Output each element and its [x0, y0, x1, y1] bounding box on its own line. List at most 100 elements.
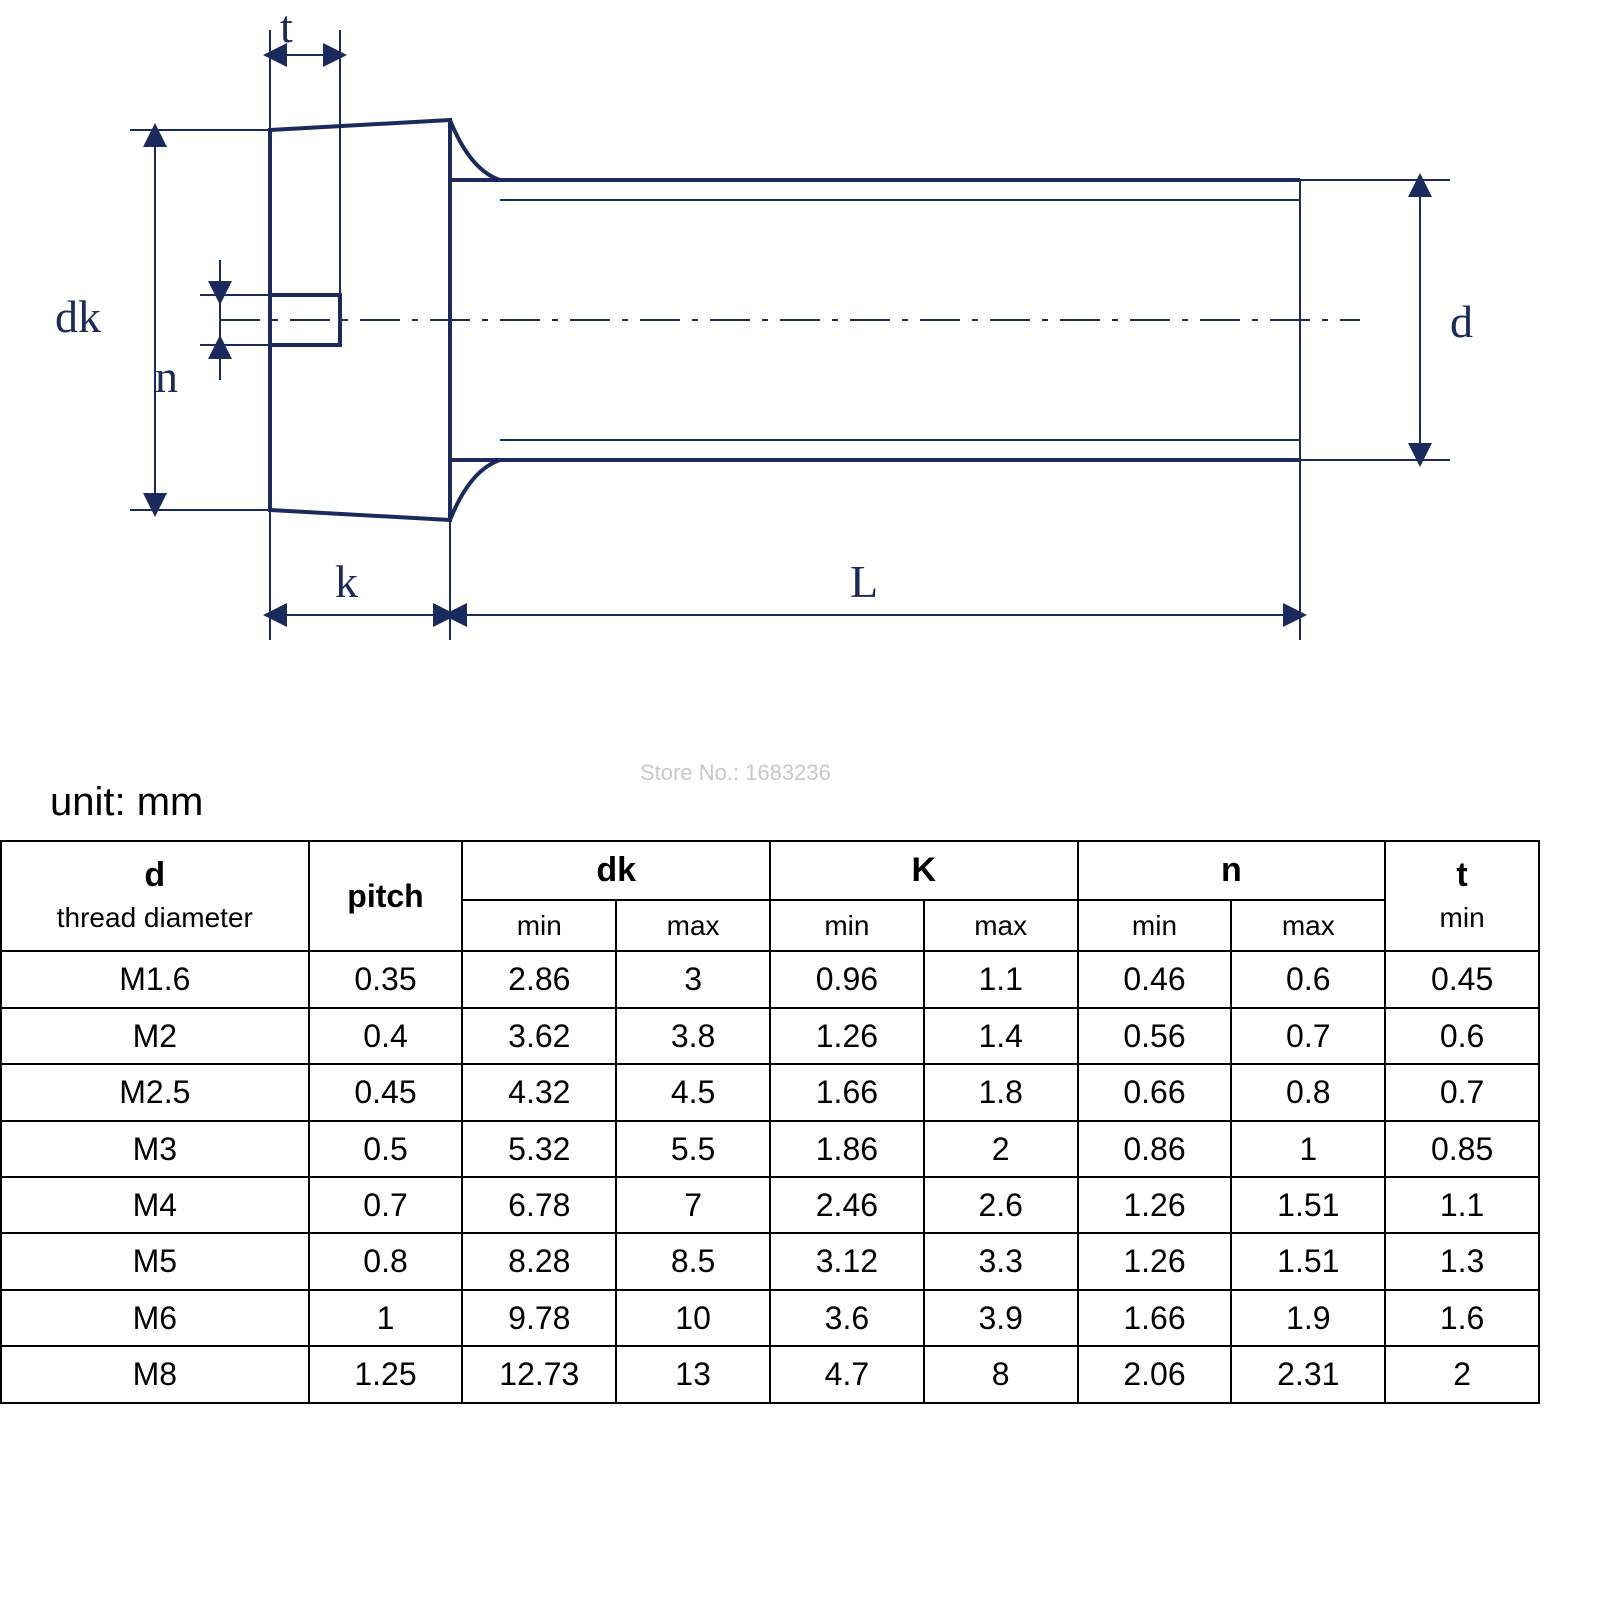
cell-pitch: 0.8 [309, 1233, 463, 1289]
cell-dk_min: 9.78 [462, 1290, 616, 1346]
cell-d: M2.5 [1, 1064, 309, 1120]
spec-table: d thread diameter pitch dk K n t min min… [0, 840, 1540, 1404]
n-min-h: min [1078, 900, 1232, 952]
cell-dk_max: 3.8 [616, 1008, 770, 1064]
dk-max-h: max [616, 900, 770, 952]
cell-K_max: 1.1 [924, 951, 1078, 1007]
n-max-h: max [1231, 900, 1385, 952]
cell-K_max: 2 [924, 1121, 1078, 1177]
cell-n_max: 2.31 [1231, 1346, 1385, 1402]
cell-dk_max: 3 [616, 951, 770, 1007]
table-row: M1.60.352.8630.961.10.460.60.45 [1, 951, 1539, 1007]
cell-n_min: 1.66 [1078, 1290, 1232, 1346]
cell-dk_min: 8.28 [462, 1233, 616, 1289]
cell-d: M3 [1, 1121, 309, 1177]
cell-pitch: 0.35 [309, 951, 463, 1007]
K-max-h: max [924, 900, 1078, 952]
col-d-header: d thread diameter [1, 841, 309, 951]
cell-pitch: 1.25 [309, 1346, 463, 1402]
cell-pitch: 0.4 [309, 1008, 463, 1064]
cell-K_min: 2.46 [770, 1177, 924, 1233]
cell-K_min: 1.66 [770, 1064, 924, 1120]
cell-n_max: 0.7 [1231, 1008, 1385, 1064]
cell-d: M1.6 [1, 951, 309, 1007]
table-row: M50.88.288.53.123.31.261.511.3 [1, 1233, 1539, 1289]
table-row: M30.55.325.51.8620.8610.85 [1, 1121, 1539, 1177]
col-d-title: d [144, 856, 165, 894]
cell-dk_min: 4.32 [462, 1064, 616, 1120]
cell-dk_max: 8.5 [616, 1233, 770, 1289]
cell-dk_min: 6.78 [462, 1177, 616, 1233]
cell-K_max: 8 [924, 1346, 1078, 1402]
cell-n_max: 0.8 [1231, 1064, 1385, 1120]
cell-n_min: 1.26 [1078, 1233, 1232, 1289]
table-row: M40.76.7872.462.61.261.511.1 [1, 1177, 1539, 1233]
cell-K_min: 3.6 [770, 1290, 924, 1346]
col-n-header: n [1078, 841, 1386, 900]
cell-K_min: 4.7 [770, 1346, 924, 1402]
cell-K_max: 3.3 [924, 1233, 1078, 1289]
cell-K_max: 1.8 [924, 1064, 1078, 1120]
cell-K_max: 1.4 [924, 1008, 1078, 1064]
cell-n_min: 0.66 [1078, 1064, 1232, 1120]
col-t-header: t min [1385, 841, 1539, 951]
dk-min-h: min [462, 900, 616, 952]
cell-K_min: 1.26 [770, 1008, 924, 1064]
label-t: t [280, 0, 293, 53]
col-K-header: K [770, 841, 1078, 900]
cell-t_min: 0.7 [1385, 1064, 1539, 1120]
cell-d: M2 [1, 1008, 309, 1064]
label-dk: dk [55, 290, 101, 343]
cell-pitch: 0.45 [309, 1064, 463, 1120]
cell-t_min: 1.6 [1385, 1290, 1539, 1346]
diagram-svg [0, 0, 1600, 720]
cell-n_min: 2.06 [1078, 1346, 1232, 1402]
col-pitch-header: pitch [309, 841, 463, 951]
col-t-title: t [1456, 856, 1467, 894]
cell-K_min: 3.12 [770, 1233, 924, 1289]
cell-d: M8 [1, 1346, 309, 1402]
cell-dk_min: 2.86 [462, 951, 616, 1007]
table-row: M20.43.623.81.261.40.560.70.6 [1, 1008, 1539, 1064]
cell-dk_min: 3.62 [462, 1008, 616, 1064]
cell-d: M4 [1, 1177, 309, 1233]
cell-n_max: 0.6 [1231, 951, 1385, 1007]
label-L: L [850, 555, 878, 608]
spec-table-wrap: d thread diameter pitch dk K n t min min… [0, 840, 1540, 1404]
cell-dk_min: 12.73 [462, 1346, 616, 1402]
cell-n_min: 0.46 [1078, 951, 1232, 1007]
cell-pitch: 1 [309, 1290, 463, 1346]
cell-t_min: 0.85 [1385, 1121, 1539, 1177]
screw-diagram: t dk n k L d [0, 0, 1600, 720]
col-t-sub: min [1440, 902, 1485, 933]
cell-n_min: 1.26 [1078, 1177, 1232, 1233]
cell-dk_max: 5.5 [616, 1121, 770, 1177]
cell-t_min: 1.1 [1385, 1177, 1539, 1233]
label-n: n [155, 350, 178, 403]
cell-t_min: 0.45 [1385, 951, 1539, 1007]
cell-K_min: 0.96 [770, 951, 924, 1007]
cell-dk_max: 13 [616, 1346, 770, 1402]
cell-n_max: 1 [1231, 1121, 1385, 1177]
cell-t_min: 2 [1385, 1346, 1539, 1402]
cell-pitch: 0.7 [309, 1177, 463, 1233]
cell-d: M6 [1, 1290, 309, 1346]
table-row: M619.78103.63.91.661.91.6 [1, 1290, 1539, 1346]
cell-K_min: 1.86 [770, 1121, 924, 1177]
cell-n_min: 0.86 [1078, 1121, 1232, 1177]
cell-n_max: 1.51 [1231, 1177, 1385, 1233]
cell-pitch: 0.5 [309, 1121, 463, 1177]
cell-dk_max: 7 [616, 1177, 770, 1233]
label-k: k [335, 555, 358, 608]
cell-n_max: 1.9 [1231, 1290, 1385, 1346]
cell-K_max: 2.6 [924, 1177, 1078, 1233]
table-row: M2.50.454.324.51.661.80.660.80.7 [1, 1064, 1539, 1120]
cell-dk_min: 5.32 [462, 1121, 616, 1177]
cell-t_min: 0.6 [1385, 1008, 1539, 1064]
K-min-h: min [770, 900, 924, 952]
cell-n_min: 0.56 [1078, 1008, 1232, 1064]
cell-t_min: 1.3 [1385, 1233, 1539, 1289]
table-body: M1.60.352.8630.961.10.460.60.45M20.43.62… [1, 951, 1539, 1402]
cell-dk_max: 4.5 [616, 1064, 770, 1120]
col-d-subtitle: thread diameter [57, 902, 253, 933]
